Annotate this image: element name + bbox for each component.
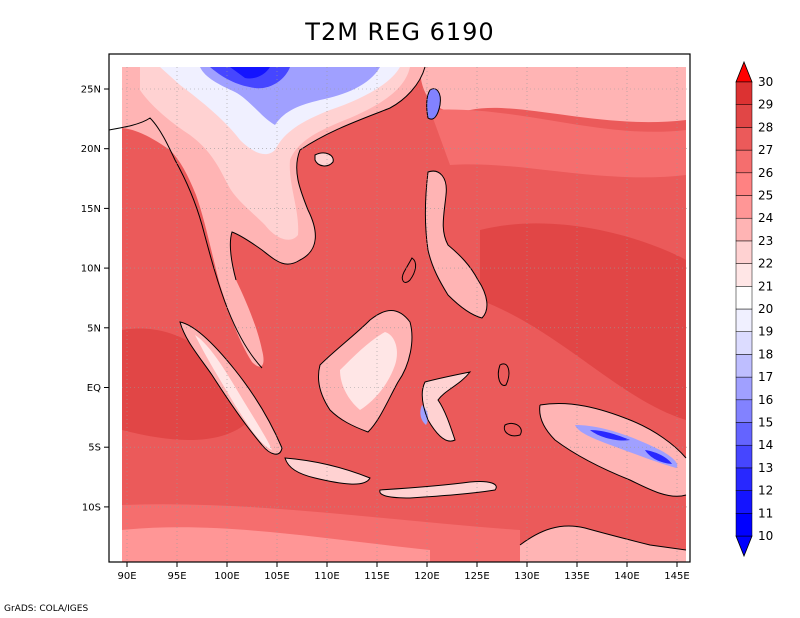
lon-tick-label: 120E <box>414 571 439 582</box>
coastlines <box>109 66 687 551</box>
field-warm-pacific <box>480 223 686 420</box>
land-borneo-cool <box>340 332 397 410</box>
colorbar-segment <box>735 172 753 196</box>
field-band-cool-ne <box>420 67 686 123</box>
longitude-axis: 90E 95E 100E 105E 110E 115E 120E 125E 130E 135E 14… <box>117 562 690 582</box>
lon-tick-label: 90E <box>117 571 136 582</box>
lon-tick-label: 125E <box>464 571 489 582</box>
colorbar-label: 22 <box>758 257 773 271</box>
lat-tick-label: 5S <box>88 443 101 454</box>
lat-tick-label: 10N <box>81 264 101 275</box>
colorbar-segment <box>735 286 753 310</box>
lon-tick-label: 95E <box>167 571 186 582</box>
colorbar-label: 17 <box>758 370 773 384</box>
lon-tick-label: 130E <box>514 571 539 582</box>
lon-tick-label: 100E <box>214 571 239 582</box>
lat-tick-label: 25N <box>81 85 101 96</box>
colorbar-label: 26 <box>758 166 773 180</box>
land-java <box>285 458 370 485</box>
land-highland-core <box>230 67 270 79</box>
land-hainan <box>315 152 334 166</box>
colorbar-label: 10 <box>758 529 773 543</box>
grads-credit: GrADS: COLA/IGES <box>4 604 89 614</box>
lat-tick-label: EQ <box>87 383 101 394</box>
colorbar-segment <box>735 149 753 174</box>
colorbar-label: 27 <box>758 143 773 157</box>
colorbar-segment <box>735 376 753 401</box>
temperature-field <box>122 67 686 562</box>
land-australia <box>520 525 686 562</box>
land-sulawesi <box>422 372 470 442</box>
colorbar-label: 14 <box>758 438 773 452</box>
colorbar-label: 12 <box>758 484 773 498</box>
land-mainland-cool <box>140 67 410 240</box>
colorbar-label: 28 <box>758 120 773 134</box>
land-ng-core <box>590 430 630 441</box>
field-warm-io <box>122 328 250 440</box>
map-title: T2M REG 6190 <box>305 18 495 46</box>
colorbar-segment <box>735 127 753 151</box>
colorbar-min-arrow <box>735 535 753 558</box>
map-frame <box>108 53 691 563</box>
colorbar-max-arrow <box>735 60 753 83</box>
colorbar-label: 24 <box>758 211 773 225</box>
colorbar-label: 21 <box>758 279 773 293</box>
colorbar-segment <box>735 104 753 128</box>
colorbar-segment <box>735 444 753 469</box>
lon-tick-label: 105E <box>264 571 289 582</box>
lat-tick-label: 20N <box>81 144 101 155</box>
lat-tick-label: 10S <box>82 502 101 513</box>
latitude-axis: 25N 20N 15N 10N 5N EQ 5S 10S <box>81 85 109 513</box>
land-philippines <box>425 171 487 318</box>
field-band-south2 <box>122 527 430 562</box>
lon-tick-label: 110E <box>314 571 339 582</box>
colorbar-label: 25 <box>758 189 773 203</box>
lat-tick-label: 5N <box>87 323 101 334</box>
colorbar-segment <box>735 467 753 491</box>
colorbar-segment <box>735 308 753 332</box>
colorbar-label: 29 <box>758 98 773 112</box>
land-taiwan <box>426 88 441 120</box>
colorbar-label: 13 <box>758 461 773 475</box>
field-band-ne2 <box>430 109 686 178</box>
colorbar-segment <box>735 331 753 355</box>
colorbar-label: 23 <box>758 234 773 248</box>
colorbar-segment <box>735 240 753 264</box>
colorbar-segment <box>735 354 753 378</box>
colorbar-segment <box>735 217 753 242</box>
colorbar-label: 19 <box>758 325 773 339</box>
land-ng-core2 <box>645 450 672 464</box>
colorbar-label: 11 <box>758 506 773 520</box>
colorbar-label: 18 <box>758 347 773 361</box>
colorbar-label: 30 <box>758 75 773 89</box>
colorbar-segment <box>735 81 753 105</box>
colorbar-segment <box>735 513 753 537</box>
colorbar: 10 11 12 13 14 15 16 17 18 19 20 21 22 23 24 25 26 27 28 29… <box>735 60 773 558</box>
lon-tick-label: 145E <box>664 571 689 582</box>
graticule <box>122 67 690 562</box>
colorbar-segment <box>735 490 753 514</box>
colorbar-segment <box>735 263 753 287</box>
land-lesser-sunda <box>379 481 497 498</box>
colorbar-segment <box>735 422 753 446</box>
land-sumatra-cool <box>195 335 272 450</box>
colorbar-segment <box>735 399 753 423</box>
lat-tick-label: 15N <box>81 204 101 215</box>
colorbar-label: 16 <box>758 393 773 407</box>
land-sulawesi-highland <box>420 405 429 425</box>
colorbar-label: 20 <box>758 302 773 316</box>
lon-tick-label: 135E <box>564 571 589 582</box>
colorbar-label: 15 <box>758 416 773 430</box>
lon-tick-label: 140E <box>614 571 639 582</box>
colorbar-segment <box>735 195 753 219</box>
lon-tick-label: 115E <box>364 571 389 582</box>
